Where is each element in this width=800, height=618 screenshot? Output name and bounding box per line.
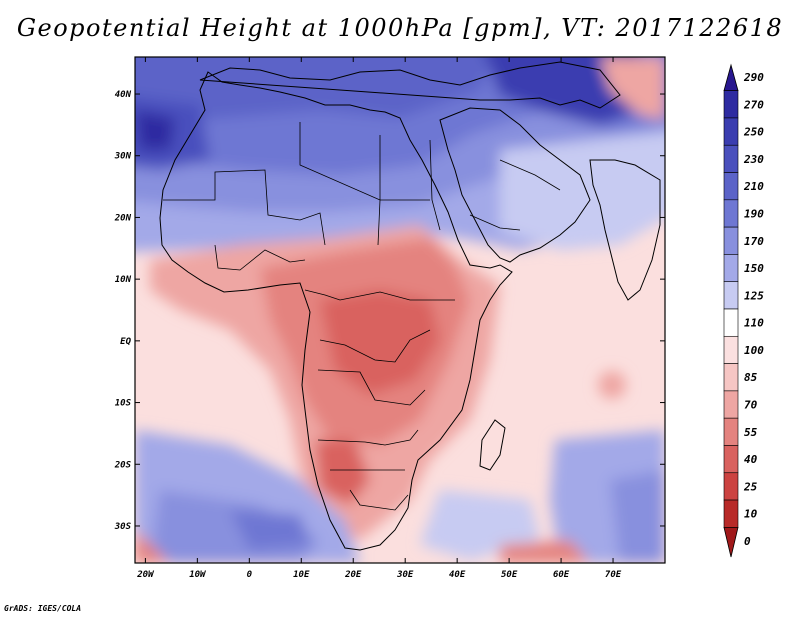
colorbar-swatch: [723, 172, 739, 201]
border: [377, 135, 381, 246]
border: [304, 289, 455, 301]
lon-tick-label: 60E: [553, 570, 570, 580]
colorbar-label: 0: [744, 535, 751, 548]
colorbar-label: 25: [743, 480, 758, 493]
border: [214, 244, 306, 271]
lon-tick-label: 50E: [501, 570, 518, 580]
lon-tick-label: 10E: [293, 570, 310, 580]
border: [299, 122, 430, 201]
colorbar-swatch: [723, 199, 739, 228]
lat-axis: 40N 30N 20N 10N EQ 10S 20S 30S: [114, 90, 665, 532]
border: [319, 329, 431, 363]
colorbar-swatch: [723, 390, 739, 419]
arabia-coast: [439, 107, 591, 263]
colorbar-swatch: [723, 308, 739, 337]
map-frame: [134, 56, 666, 564]
colorbar-swatch: [723, 363, 739, 392]
border: [317, 429, 419, 446]
lat-tick-label: 10N: [115, 275, 132, 285]
colorbar-swatch: [723, 144, 739, 173]
colorbar-swatch: [723, 417, 739, 446]
colorbar-swatch: [723, 254, 739, 283]
lon-axis: 20W 10W 0 10E 20E 30E 40E 50E 60E 70E: [136, 57, 622, 580]
coastlines: [159, 61, 661, 551]
colorbar-label: 70: [744, 399, 758, 412]
africa-coast: [159, 71, 513, 551]
colorbar-label: 290: [743, 71, 764, 84]
country-borders: [163, 122, 561, 511]
india-coast: [589, 159, 661, 301]
border: [469, 214, 521, 231]
credit-text: GrADS: IGES/COLA: [4, 604, 82, 613]
lon-tick-label: 0: [247, 570, 253, 580]
lat-tick-label: 20N: [114, 213, 132, 223]
border: [429, 139, 441, 231]
colorbar-label: 110: [744, 317, 764, 330]
lon-tick-label: 10W: [189, 570, 207, 580]
lon-tick-label: 70E: [605, 570, 622, 580]
colorbar-swatch: [723, 499, 739, 528]
colorbar-swatch: [723, 281, 739, 310]
colorbar-label: 85: [744, 371, 758, 384]
border: [349, 489, 409, 511]
border: [317, 369, 426, 406]
colorbar-label: 170: [744, 235, 764, 248]
colorbar-swatch: [723, 472, 739, 501]
lon-tick-label: 30E: [396, 570, 414, 580]
colorbar-top-cap: [723, 63, 739, 92]
colorbar-label: 230: [743, 153, 764, 166]
madagascar-coast: [479, 419, 506, 471]
lon-tick-label: 40E: [449, 570, 466, 580]
colorbar-label: 150: [744, 262, 764, 275]
lat-tick-label: 20S: [114, 460, 132, 470]
mediterranean-coast: [199, 61, 621, 109]
colorbar: 2902702502302101901701501251101008570554…: [723, 63, 764, 558]
colorbar-swatch: [723, 445, 739, 474]
colorbar-label: 125: [744, 289, 764, 302]
colorbar-label: 100: [744, 344, 764, 357]
colorbar-label: 190: [744, 207, 764, 220]
border: [499, 159, 561, 191]
map-title: Geopotential Height at 1000hPa [gpm], VT…: [16, 14, 784, 42]
colorbar-swatch: [723, 335, 739, 364]
colorbar-label: 210: [743, 180, 764, 193]
lon-tick-label: 20W: [136, 570, 155, 580]
colorbar-swatch: [723, 90, 739, 119]
height-field: [135, 57, 665, 563]
colorbar-label: 270: [743, 98, 764, 111]
colorbar-label: 250: [743, 126, 764, 139]
colorbar-bottom-cap: [723, 526, 739, 558]
lat-tick-label: EQ: [120, 337, 131, 347]
colorbar-label: 55: [744, 426, 758, 439]
lat-tick-label: 30S: [114, 522, 132, 532]
lat-tick-label: 10S: [115, 399, 132, 409]
colorbar-swatch: [723, 117, 739, 146]
colorbar-label: 10: [744, 508, 758, 521]
colorbar-swatch: [723, 226, 739, 255]
border: [163, 169, 326, 246]
lat-tick-label: 40N: [115, 90, 132, 100]
lat-tick-label: 30N: [114, 152, 132, 162]
colorbar-label: 40: [744, 453, 758, 466]
lon-tick-label: 20E: [344, 570, 362, 580]
